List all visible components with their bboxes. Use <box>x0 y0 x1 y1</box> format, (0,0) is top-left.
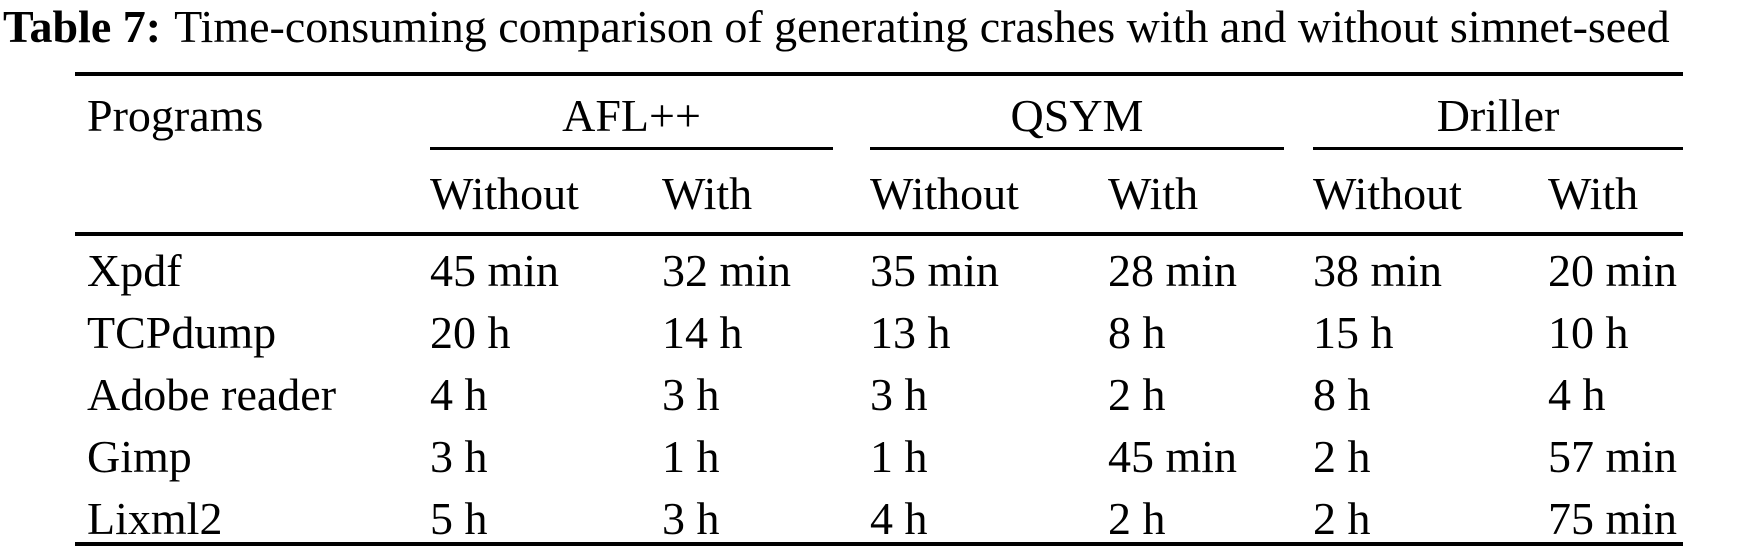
time-value-cell: 4 h <box>430 369 488 420</box>
time-value-cell: 28 min <box>1108 245 1238 296</box>
time-value-cell: 1 h <box>870 431 928 482</box>
column-header-programs: Programs <box>87 90 264 141</box>
time-value-cell: 57 min <box>1548 431 1678 482</box>
time-value-cell: 2 h <box>1108 369 1166 420</box>
time-value-cell: 32 min <box>662 245 792 296</box>
time-value-cell: 3 h <box>662 369 720 420</box>
time-value-cell: 10 h <box>1548 307 1629 358</box>
time-value-cell: 14 h <box>662 307 743 358</box>
table-caption-label: Table 7: <box>3 1 162 52</box>
subheader-driller-without: Without <box>1313 168 1462 219</box>
time-value-cell: 3 h <box>662 493 720 544</box>
group-header-aflpp: AFL++ <box>430 76 870 150</box>
program-name-cell: Lixml2 <box>87 493 223 544</box>
time-value-cell: 35 min <box>870 245 1000 296</box>
subheader-aflpp-with: With <box>662 168 753 219</box>
group-header-qsym: QSYM <box>870 76 1313 150</box>
time-value-cell: 2 h <box>1313 431 1371 482</box>
program-name-cell: Xpdf <box>87 245 182 296</box>
time-value-cell: 3 h <box>870 369 928 420</box>
program-name-cell: Gimp <box>87 431 192 482</box>
time-value-cell: 8 h <box>1313 369 1371 420</box>
time-value-cell: 8 h <box>1108 307 1166 358</box>
group-header-driller: Driller <box>1313 76 1683 150</box>
subheader-qsym-without: Without <box>870 168 1019 219</box>
time-value-cell: 75 min <box>1548 493 1678 544</box>
time-value-cell: 1 h <box>662 431 720 482</box>
time-value-cell: 5 h <box>430 493 488 544</box>
program-name-cell: TCPdump <box>87 307 277 358</box>
subheader-driller-with: With <box>1548 168 1639 219</box>
time-value-cell: 2 h <box>1313 493 1371 544</box>
time-value-cell: 4 h <box>1548 369 1606 420</box>
time-value-cell: 3 h <box>430 431 488 482</box>
time-value-cell: 13 h <box>870 307 951 358</box>
comparison-table: Programs AFL++ QSYM Driller Without With… <box>75 72 1683 546</box>
time-value-cell: 45 min <box>430 245 560 296</box>
time-value-cell: 15 h <box>1313 307 1394 358</box>
time-value-cell: 45 min <box>1108 431 1238 482</box>
subheader-qsym-with: With <box>1108 168 1199 219</box>
table-caption-text: Time-consuming comparison of generating … <box>174 1 1670 52</box>
time-value-cell: 4 h <box>870 493 928 544</box>
program-name-cell: Adobe reader <box>87 369 337 420</box>
time-value-cell: 20 h <box>430 307 511 358</box>
time-value-cell: 20 min <box>1548 245 1678 296</box>
time-value-cell: 2 h <box>1108 493 1166 544</box>
table-caption: Table 7: Time-consuming comparison of gen… <box>3 2 1670 52</box>
subheader-aflpp-without: Without <box>430 168 579 219</box>
table-mid-rule <box>75 232 1683 236</box>
time-value-cell: 38 min <box>1313 245 1443 296</box>
